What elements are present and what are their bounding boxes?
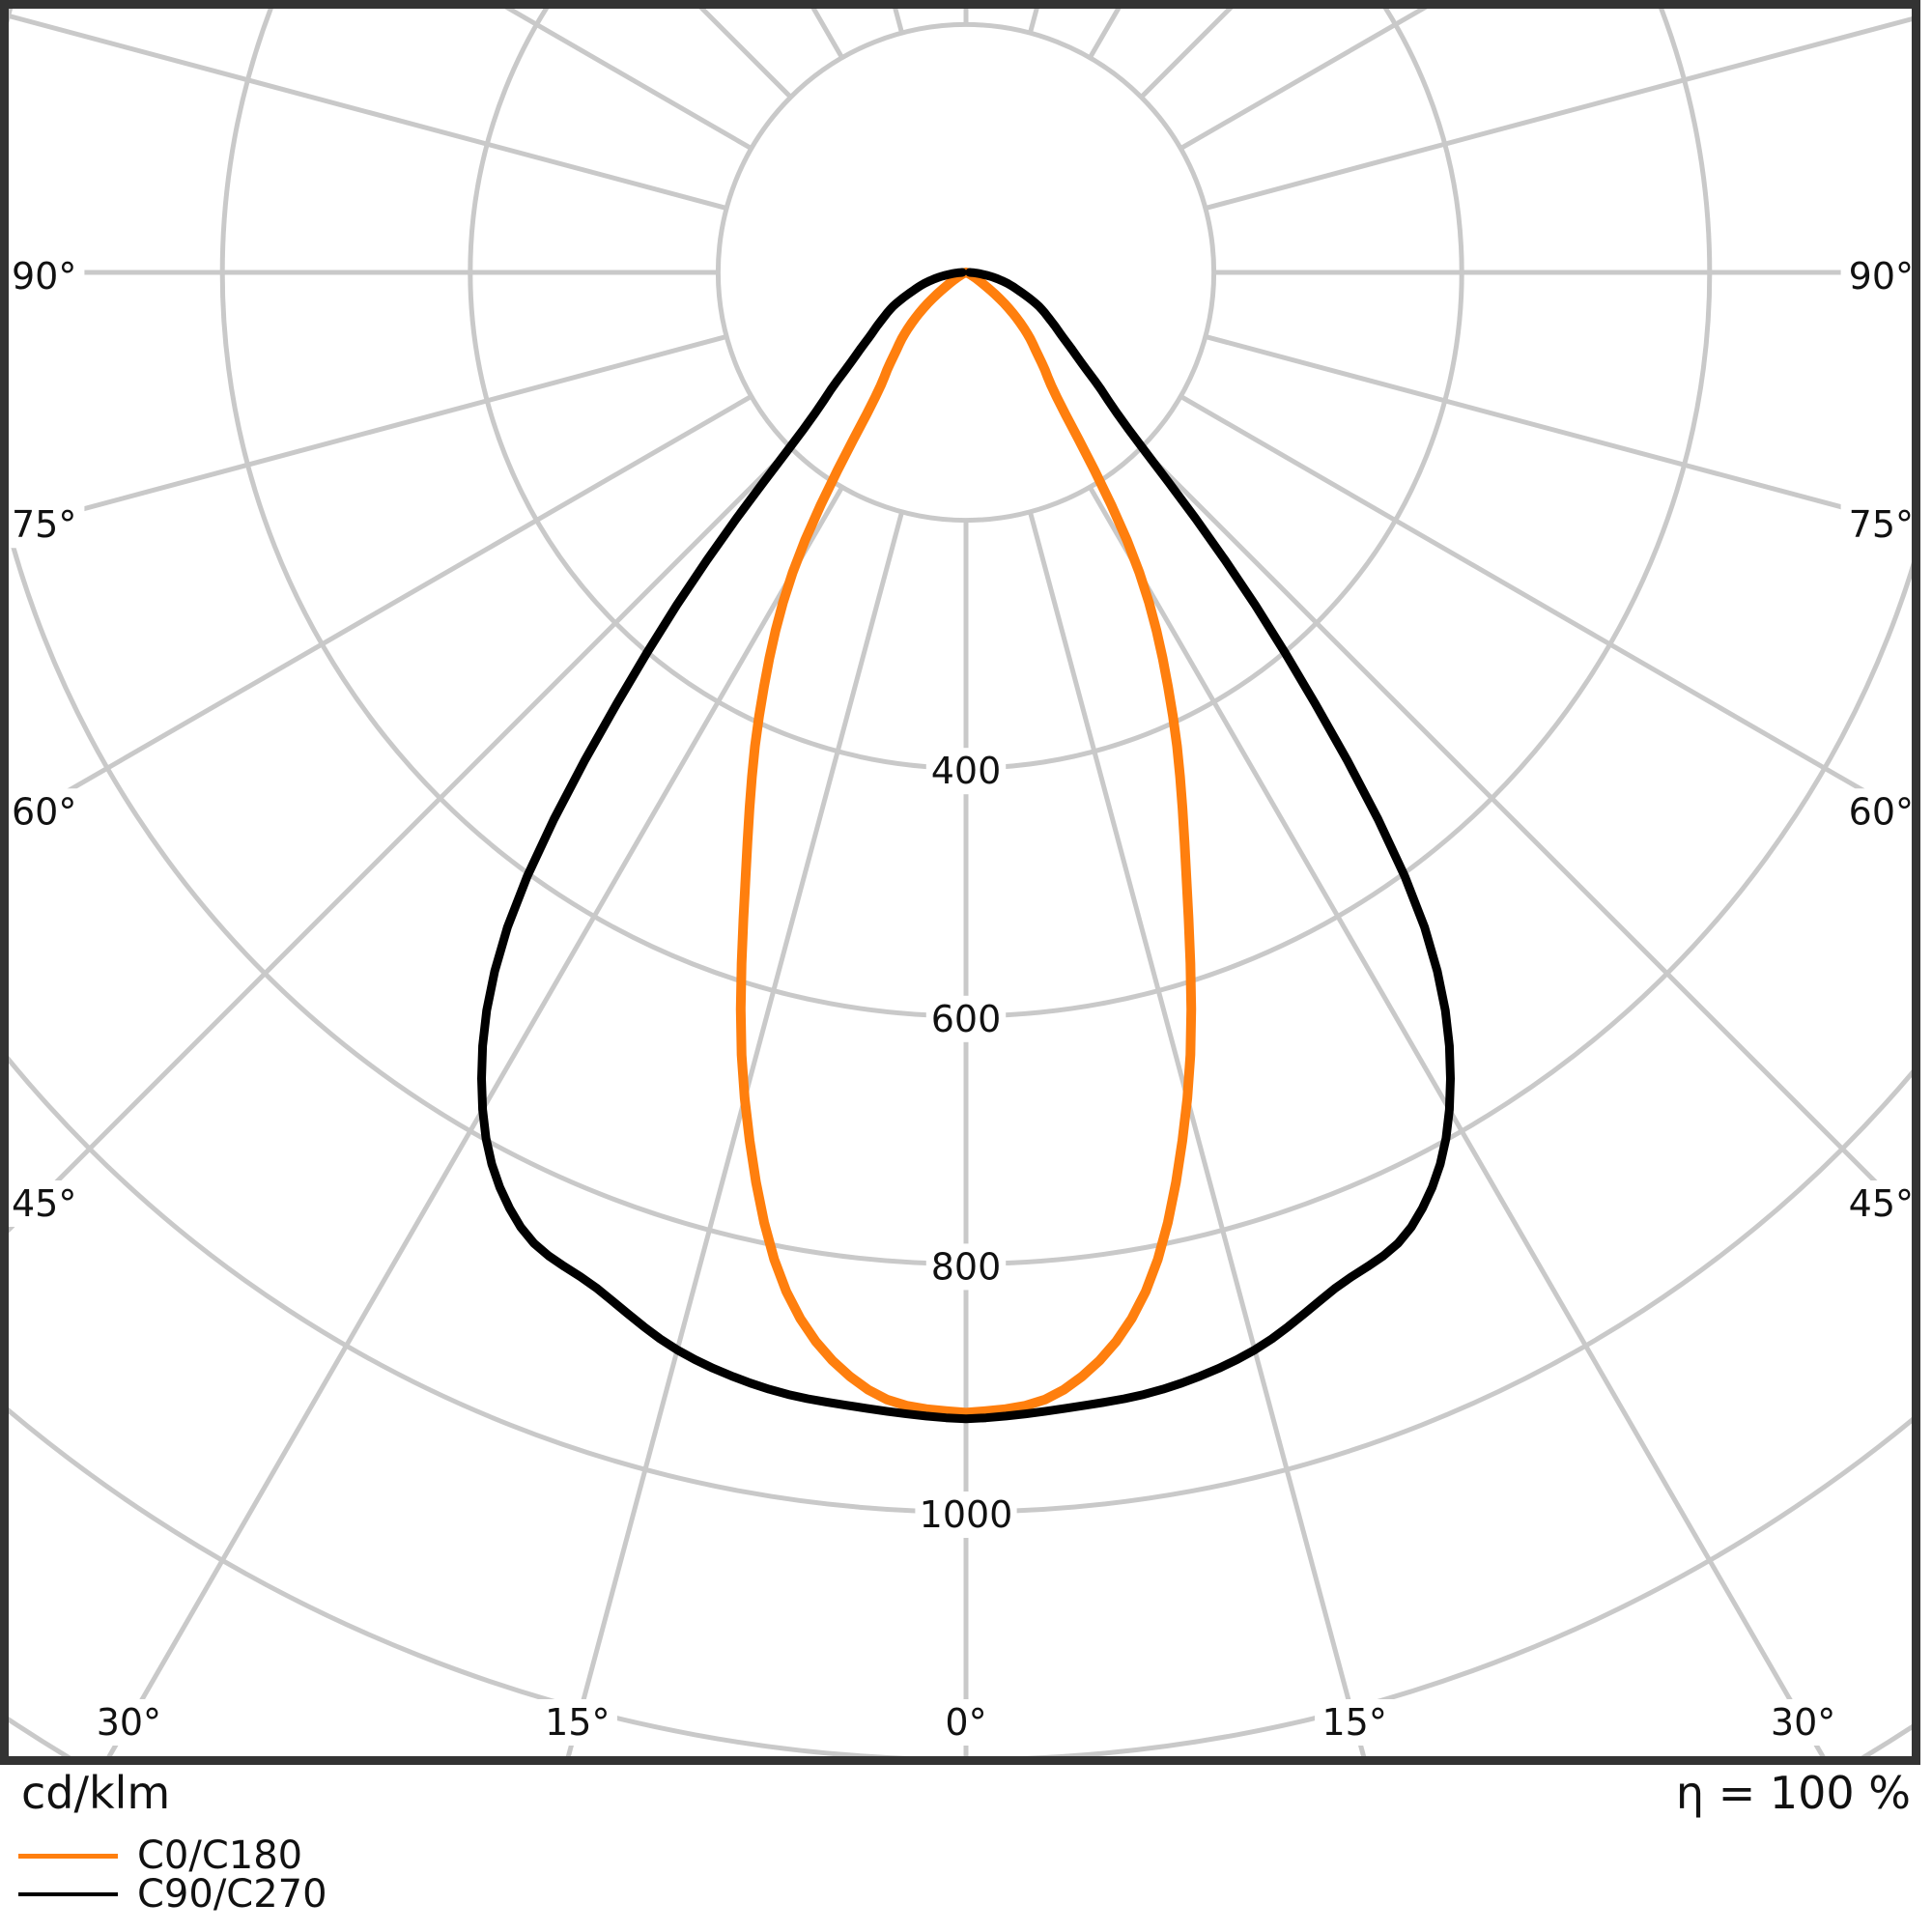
angle-label-right-90°: 90° bbox=[1849, 255, 1914, 298]
ring-label-600: 600 bbox=[931, 998, 1002, 1040]
angle-label-left-45°: 45° bbox=[12, 1182, 76, 1225]
grid-angle-line-330 bbox=[106, 485, 844, 1756]
angle-label-left-45°-bg bbox=[9, 1180, 85, 1227]
angle-label-bottom-30°-4: 30° bbox=[1771, 1701, 1835, 1744]
angle-label-right-90°-bg bbox=[1840, 253, 1913, 299]
grid-angle-line-300 bbox=[9, 394, 753, 829]
grid-angle-line-135 bbox=[1139, 9, 1234, 99]
legend-line-c0-icon bbox=[18, 1853, 118, 1859]
angle-label-left-75°: 75° bbox=[12, 503, 76, 546]
angle-label-left-90°-bg bbox=[9, 253, 85, 299]
grid-angle-line-255 bbox=[9, 13, 727, 212]
angle-label-right-45°: 45° bbox=[1849, 1182, 1914, 1225]
angle-label-bottom-15°-3: 15° bbox=[1322, 1701, 1387, 1744]
angle-label-right-75°-bg bbox=[1840, 501, 1913, 549]
angle-label-bottom-0°-2: 0° bbox=[945, 1701, 986, 1744]
angle-label-left-90°: 90° bbox=[12, 255, 76, 298]
ring-label-400: 400 bbox=[931, 750, 1002, 792]
ring-label-800: 800 bbox=[931, 1245, 1002, 1288]
grid-angle-line-45 bbox=[1139, 445, 1913, 1223]
legend-row-c90: C90/C270 bbox=[18, 1875, 327, 1914]
legend-row-c0: C0/C180 bbox=[18, 1836, 327, 1875]
grid-angle-line-60 bbox=[1179, 394, 1913, 822]
legend: C0/C180 C90/C270 bbox=[18, 1836, 327, 1914]
ring-label-400-bg bbox=[925, 748, 1007, 795]
angle-label-bottom-30°-0-bg bbox=[89, 1699, 169, 1746]
angle-label-bottom-30°-0: 30° bbox=[97, 1701, 161, 1744]
angle-label-bottom-30°-4-bg bbox=[1763, 1699, 1843, 1746]
efficiency-label: η = 100 % bbox=[1675, 1767, 1911, 1819]
curve-C90-C270 bbox=[477, 268, 1455, 1424]
angle-label-right-75°: 75° bbox=[1849, 503, 1914, 546]
legend-line-c90-icon bbox=[18, 1892, 118, 1896]
ring-label-1000-bg bbox=[915, 1492, 1017, 1538]
grid-angle-line-345 bbox=[565, 511, 905, 1756]
angle-label-left-60°-bg bbox=[9, 788, 85, 836]
angle-label-right-45°-bg bbox=[1840, 1180, 1913, 1227]
grid-angle-line-120 bbox=[1179, 9, 1428, 151]
ring-label-1000: 1000 bbox=[920, 1493, 1013, 1536]
ring-label-800-bg bbox=[925, 1243, 1007, 1291]
grid-angle-line-75 bbox=[1205, 333, 1913, 529]
angle-label-left-75°-bg bbox=[9, 501, 85, 549]
angle-label-bottom-15°-1-bg bbox=[537, 1699, 618, 1746]
grid-angle-line-225 bbox=[698, 9, 793, 99]
grid-angle-line-105 bbox=[1205, 15, 1913, 212]
grid-angle-line-285 bbox=[9, 333, 727, 532]
angle-label-left-60°: 60° bbox=[12, 790, 76, 833]
angle-label-bottom-15°-1: 15° bbox=[545, 1701, 610, 1744]
grid-angle-line-15 bbox=[1027, 511, 1367, 1756]
grid-angle-line-315 bbox=[9, 445, 793, 1234]
angle-label-right-60°-bg bbox=[1840, 788, 1913, 836]
curve-C0-C180 bbox=[735, 268, 1197, 1418]
legend-label-c90: C90/C270 bbox=[137, 1872, 327, 1917]
angle-label-bottom-15°-3-bg bbox=[1314, 1699, 1395, 1746]
plot-border bbox=[0, 0, 1920, 1765]
grid-angle-line-240 bbox=[504, 9, 753, 151]
radial-units-label: cd/klm bbox=[21, 1767, 171, 1819]
legend-label-c0: C0/C180 bbox=[137, 1833, 303, 1878]
ring-label-600-bg bbox=[925, 995, 1007, 1042]
angle-label-bottom-0°-2-bg bbox=[937, 1699, 995, 1746]
angle-label-right-60°: 60° bbox=[1849, 790, 1914, 833]
grid-angle-line-30 bbox=[1088, 485, 1826, 1756]
